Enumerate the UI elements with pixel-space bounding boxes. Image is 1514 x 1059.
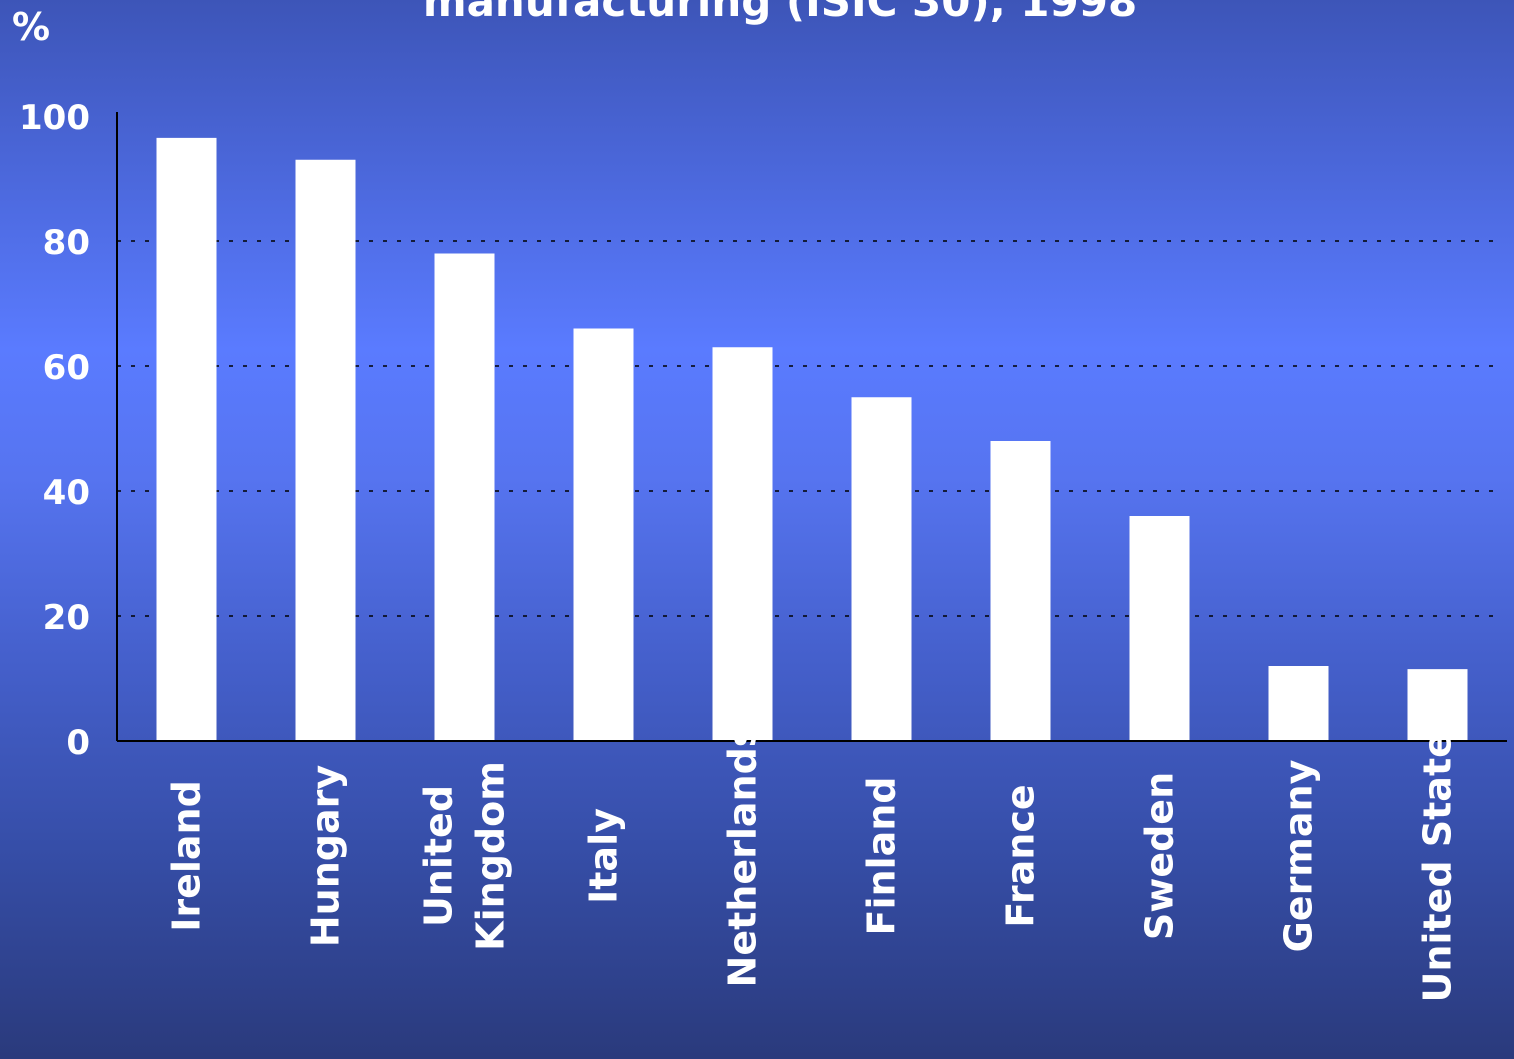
x-category-label-7: Sweden xyxy=(1138,772,1182,940)
bar-united-states xyxy=(1407,669,1468,741)
bar-ireland xyxy=(156,137,217,741)
bar-finland xyxy=(851,397,912,741)
bar-france xyxy=(990,441,1051,741)
bar-germany xyxy=(1268,666,1329,741)
x-category-label-0: Ireland xyxy=(165,780,209,932)
bar-netherlands xyxy=(712,347,773,741)
x-category-label-1: Hungary xyxy=(304,765,348,947)
y-tick-label-0: 0 xyxy=(66,723,90,763)
y-axis-unit-label: % xyxy=(12,5,50,49)
y-tick-label-40: 40 xyxy=(43,473,90,513)
x-category-label-5: Finland xyxy=(860,777,904,936)
x-category-label-2-line-0: United xyxy=(417,785,461,927)
x-category-label-8: Germany xyxy=(1277,759,1321,952)
y-tick-labels: 0 20 40 60 80 100 xyxy=(19,98,90,763)
bar-sweden xyxy=(1129,516,1190,741)
bar-hungary xyxy=(295,159,356,741)
y-tick-label-60: 60 xyxy=(43,348,90,388)
x-category-label-9: United States xyxy=(1416,709,1460,1002)
axes xyxy=(116,112,1507,742)
y-tick-label-20: 20 xyxy=(43,598,90,638)
x-category-label-2-line-1: Kingdom xyxy=(469,761,513,951)
bar-italy xyxy=(573,328,634,741)
bar-united-kingdom xyxy=(434,253,495,741)
bars xyxy=(156,137,1468,741)
x-category-label-3: Italy xyxy=(582,808,626,904)
x-category-labels: Ireland Hungary United Kingdom Italy Netherla… xyxy=(165,709,1460,1002)
x-category-label-6: France xyxy=(999,784,1043,927)
x-category-label-4: Netherlands xyxy=(721,725,765,988)
chart-title: manufacturing (ISIC 30), 1998 xyxy=(423,0,1137,26)
y-tick-label-100: 100 xyxy=(19,98,90,138)
y-tick-label-80: 80 xyxy=(43,223,90,263)
